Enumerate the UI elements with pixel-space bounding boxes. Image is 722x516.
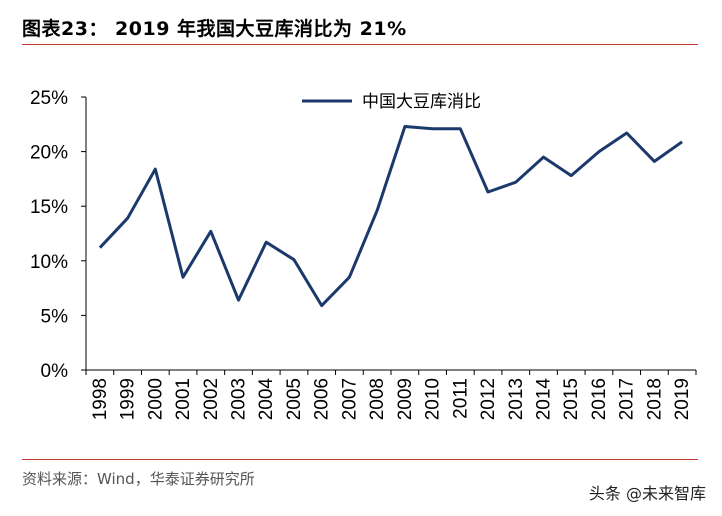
y-tick-label: 15% [30, 197, 68, 218]
x-tick-label: 2013 [506, 378, 527, 420]
x-tick-label: 2002 [201, 378, 222, 420]
x-tick-label: 2015 [561, 378, 582, 420]
x-tick-label: 2003 [229, 378, 250, 420]
x-tick-label: 2017 [617, 378, 638, 420]
x-tick-label: 2005 [284, 378, 305, 420]
x-tick-label: 2011 [450, 378, 471, 419]
watermark: 头条 @未来智库 [588, 484, 706, 503]
x-tick-label: 2004 [256, 378, 277, 421]
series-line [98, 125, 683, 308]
x-tick-label: 1998 [90, 378, 111, 420]
figure-title: 图表23： 2019 年我国大豆库消比为 21% [22, 18, 407, 40]
x-tick-label: 1999 [118, 378, 139, 420]
x-tick-label: 2010 [423, 378, 444, 420]
x-tick-label: 2018 [644, 378, 665, 420]
x-tick-label: 2001 [173, 378, 194, 420]
y-tick-label: 5% [41, 306, 69, 327]
legend-label: 中国大豆库消比 [362, 92, 481, 112]
line-chart: 0% 5% 10% 15% 20% 25% 1998 1999 2000 2001 2002 2003… [30, 88, 697, 421]
x-tick-label: 2019 [672, 378, 693, 420]
x-tick-label: 2008 [367, 378, 388, 420]
x-tick-label: 2006 [312, 378, 333, 420]
y-tick-label: 10% [30, 252, 68, 273]
x-tick-label: 2012 [478, 378, 499, 420]
x-tick-label: 2016 [589, 378, 610, 420]
y-tick-label: 0% [41, 361, 69, 382]
y-tick-label: 25% [30, 88, 68, 109]
source-note: 资料来源：Wind，华泰证券研究所 [22, 470, 255, 488]
x-tick-label: 2000 [145, 378, 166, 420]
bottom-divider [22, 459, 698, 460]
top-divider [22, 44, 698, 45]
x-tick-label: 2014 [534, 378, 555, 421]
x-tick-label: 2007 [339, 378, 360, 420]
y-tick-label: 20% [30, 143, 68, 164]
x-tick-label: 2009 [395, 378, 416, 420]
